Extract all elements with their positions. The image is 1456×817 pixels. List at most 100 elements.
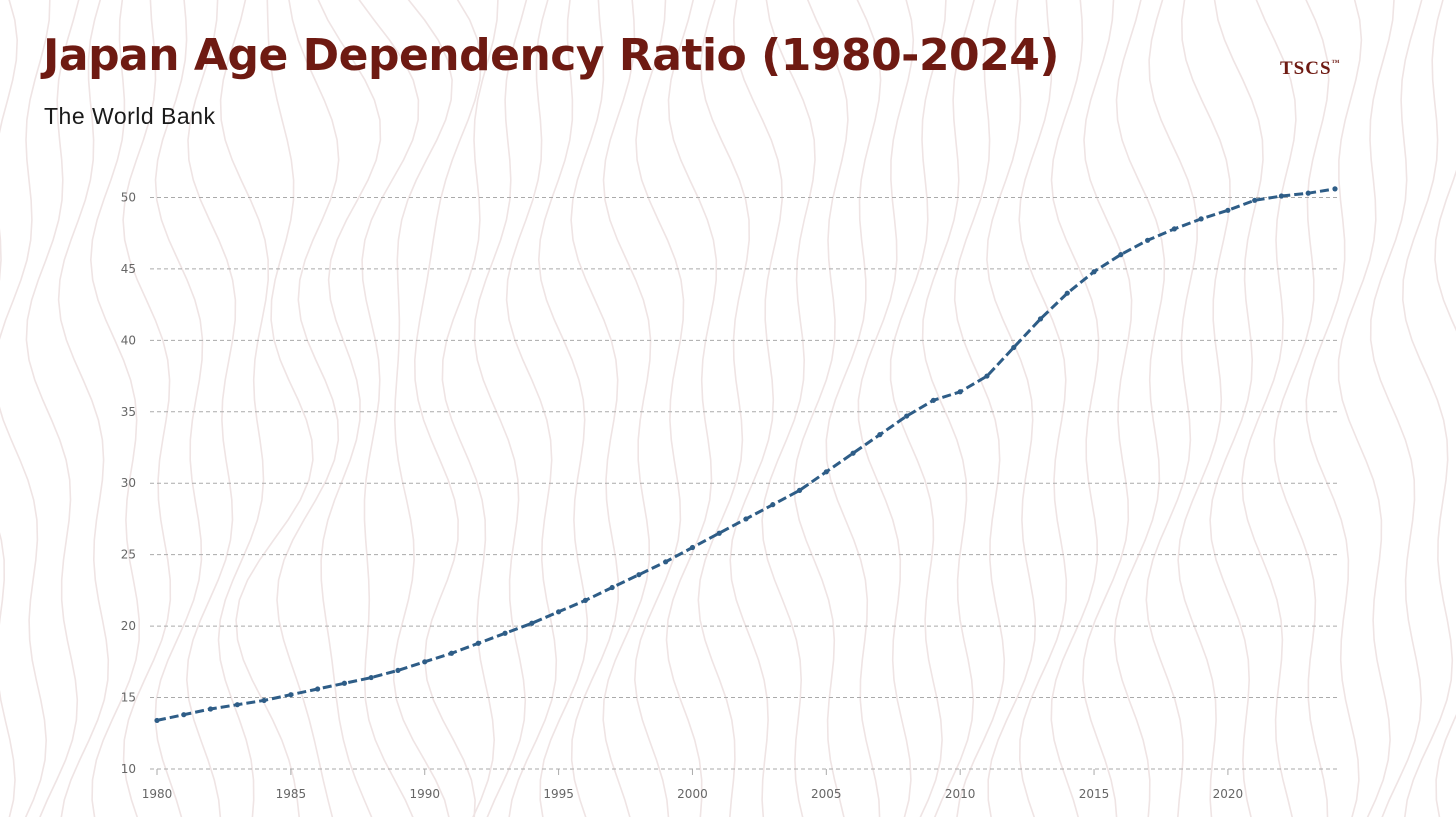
y-gridlines bbox=[150, 196, 1338, 770]
contour-line bbox=[857, 0, 915, 817]
contour-line bbox=[1145, 0, 1198, 817]
x-axis: 1980 1985 1990 1995 2000 2005 2010 2015 2020 bbox=[142, 769, 1243, 801]
x-tick-label: 2000 bbox=[677, 787, 708, 801]
data-point bbox=[422, 659, 428, 665]
data-point bbox=[663, 559, 669, 565]
contour-line bbox=[1401, 0, 1454, 817]
data-point bbox=[743, 516, 749, 522]
data-point bbox=[1011, 344, 1017, 351]
data-point bbox=[1118, 252, 1124, 258]
data-point bbox=[716, 530, 722, 536]
contour-line bbox=[1209, 0, 1264, 817]
logo-text: TSCS bbox=[1280, 58, 1332, 79]
contour-line bbox=[953, 0, 1006, 817]
data-point bbox=[770, 502, 776, 508]
contour-line bbox=[0, 0, 19, 817]
contour-line bbox=[1113, 0, 1166, 817]
data-point bbox=[288, 692, 294, 698]
y-tick-label: 45 bbox=[121, 262, 136, 276]
data-point bbox=[904, 413, 910, 419]
data-point bbox=[609, 584, 615, 591]
data-point bbox=[957, 389, 963, 395]
contour-line bbox=[793, 0, 849, 817]
data-point bbox=[181, 712, 187, 718]
contour-line bbox=[825, 0, 882, 817]
contour-line bbox=[1337, 0, 1395, 817]
data-point bbox=[154, 717, 160, 724]
data-point bbox=[234, 702, 240, 708]
x-tick-label: 1995 bbox=[543, 787, 574, 801]
contour-line bbox=[185, 0, 237, 817]
contour-line bbox=[122, 0, 172, 817]
y-tick-label: 15 bbox=[121, 691, 136, 705]
data-point bbox=[395, 667, 401, 674]
x-tick-label: 2020 bbox=[1213, 787, 1244, 801]
contour-line bbox=[441, 0, 499, 817]
chart-subtitle: The World Bank bbox=[44, 103, 216, 129]
x-tick-label: 1990 bbox=[409, 787, 440, 801]
data-point bbox=[636, 572, 642, 578]
data-point bbox=[448, 650, 455, 656]
data-point bbox=[582, 597, 588, 603]
data-point bbox=[261, 697, 267, 704]
y-tick-label: 40 bbox=[121, 333, 136, 347]
contour-line bbox=[761, 0, 816, 817]
contour-line bbox=[602, 0, 652, 817]
contour-line bbox=[1082, 0, 1133, 817]
contour-line bbox=[154, 0, 204, 817]
data-point bbox=[1171, 226, 1177, 232]
chart-title: Japan Age Dependency Ratio (1980-2024) bbox=[43, 30, 1060, 81]
contour-line bbox=[1018, 0, 1068, 817]
contour-line bbox=[921, 0, 975, 817]
y-tick-label: 35 bbox=[121, 405, 136, 419]
contour-line bbox=[665, 0, 718, 817]
contour-line bbox=[729, 0, 783, 817]
y-tick-label: 20 bbox=[121, 619, 136, 633]
data-point bbox=[1305, 190, 1311, 196]
contour-line bbox=[235, 0, 314, 817]
data-point bbox=[1332, 186, 1338, 192]
contour-line bbox=[986, 0, 1037, 817]
x-tick-label: 1985 bbox=[276, 787, 307, 801]
contour-line bbox=[889, 0, 947, 817]
contour-line bbox=[89, 0, 141, 817]
y-tick-label: 25 bbox=[121, 548, 136, 562]
tscs-logo: TSCS™ bbox=[1280, 58, 1340, 80]
contour-line bbox=[505, 0, 558, 817]
contour-line bbox=[25, 0, 80, 817]
contour-line bbox=[57, 0, 110, 817]
contour-line bbox=[570, 0, 620, 817]
data-point bbox=[502, 630, 508, 636]
x-tick-label: 1980 bbox=[142, 787, 173, 801]
contour-line bbox=[413, 0, 482, 817]
contour-line bbox=[1369, 0, 1423, 817]
data-point bbox=[689, 544, 696, 551]
contour-line bbox=[0, 0, 51, 817]
contour-line bbox=[392, 0, 453, 817]
data-point bbox=[1225, 207, 1231, 213]
data-point bbox=[555, 609, 562, 615]
data-point bbox=[823, 469, 829, 475]
contour-line bbox=[317, 0, 382, 817]
y-tick-label: 10 bbox=[121, 762, 136, 776]
y-axis: 10 15 20 25 30 35 40 45 50 bbox=[121, 190, 136, 776]
data-point bbox=[930, 397, 937, 403]
data-point bbox=[341, 680, 348, 686]
data-point bbox=[315, 686, 321, 692]
contour-line bbox=[537, 0, 589, 817]
y-tick-label: 30 bbox=[121, 476, 136, 490]
data-point bbox=[984, 373, 990, 379]
x-tick-label: 2010 bbox=[945, 787, 976, 801]
data-point bbox=[475, 640, 481, 646]
data-point bbox=[1252, 197, 1258, 203]
data-point bbox=[1278, 193, 1285, 199]
data-point bbox=[1064, 290, 1070, 296]
contour-line bbox=[1241, 0, 1297, 817]
x-tick-label: 2015 bbox=[1079, 787, 1110, 801]
contour-line bbox=[633, 0, 685, 817]
contour-line bbox=[358, 0, 420, 817]
data-point bbox=[850, 450, 856, 456]
data-point bbox=[529, 620, 535, 626]
